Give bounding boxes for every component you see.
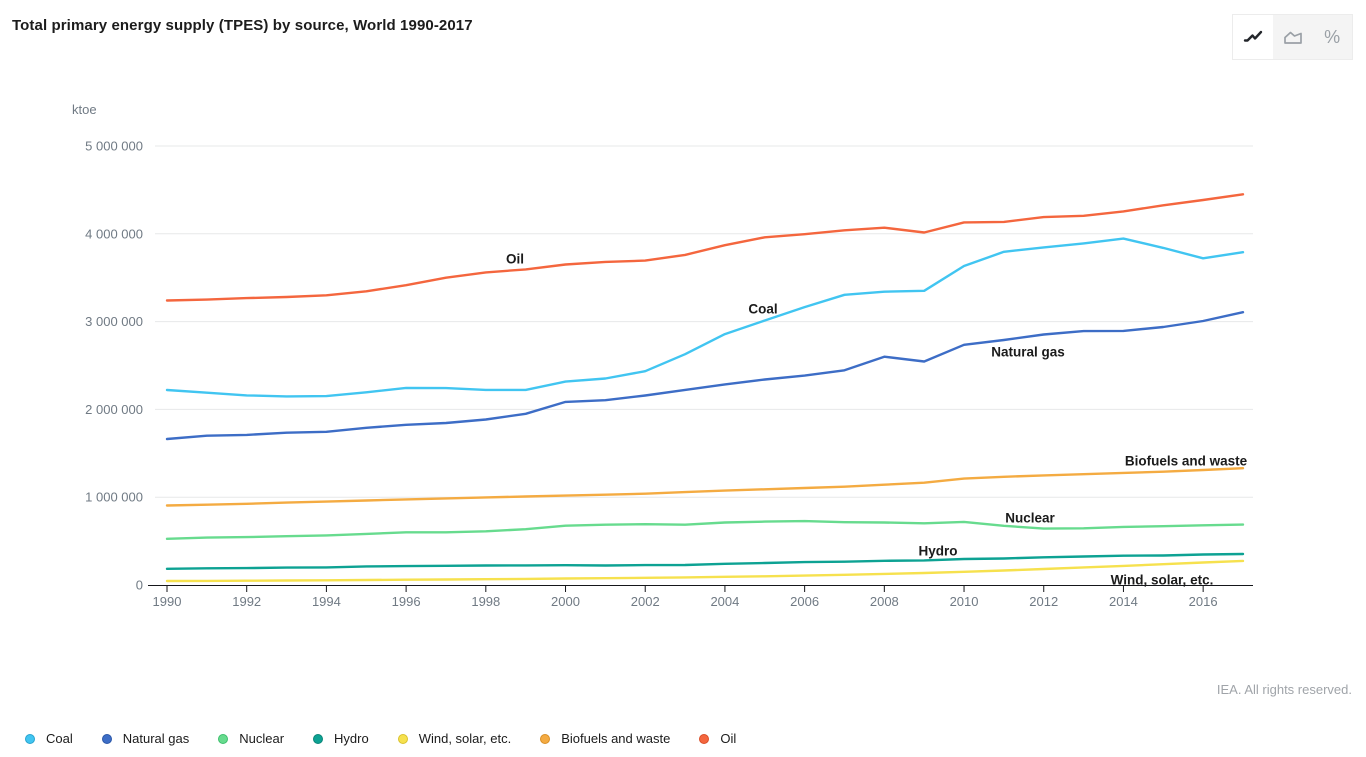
x-tick-label: 2002 [631,594,660,609]
legend-marker [397,733,408,744]
percent-button[interactable]: % [1312,15,1352,59]
page-title: Total primary energy supply (TPES) by so… [12,17,473,34]
legend-label: Wind, solar, etc. [418,731,512,746]
chart-legend: Coal Natural gas Nuclear Hydro Wind, solar, … [25,731,736,746]
copyright-text: IEA. All rights reserved. [1216,682,1352,697]
y-tick-label: 3 000 000 [85,314,143,329]
legend-marker [218,733,229,744]
line-chart-icon [1243,30,1263,42]
legend-item-biofuels-and-waste[interactable]: Biofuels and waste [540,731,670,746]
series-line-hydro [165,552,1245,570]
x-tick-label: 2004 [710,594,739,609]
line-chart-button[interactable] [1233,15,1273,59]
y-axis-unit-label: ktoe [72,102,97,117]
series-annotation: Nuclear [1005,511,1055,526]
x-tick-label: 1996 [392,594,421,609]
series-annotation: Coal [748,302,777,317]
x-tick-label: 2008 [870,594,899,609]
y-tick-label: 0 [136,578,143,593]
series-annotation: Biofuels and waste [1125,454,1248,469]
series-line-oil [165,193,1245,302]
y-tick-label: 1 000 000 [85,490,143,505]
legend-marker [101,733,112,744]
series-line-coal [165,237,1245,398]
x-tick-label: 1994 [312,594,341,609]
series-annotation: Wind, solar, etc. [1111,573,1214,588]
legend-item-wind-solar-etc[interactable]: Wind, solar, etc. [397,731,512,746]
y-tick-label: 5 000 000 [85,139,143,154]
x-tick-label: 2016 [1189,594,1218,609]
legend-label: Nuclear [239,731,285,746]
series-line-natural-gas [165,311,1245,441]
legend-label: Biofuels and waste [561,731,671,746]
legend-label: Hydro [334,731,369,746]
legend-label: Coal [46,731,73,746]
series-annotation: Oil [506,252,524,267]
x-tick-label: 1990 [153,594,182,609]
y-tick-label: 2 000 000 [85,402,143,417]
series-line-wind-solar-etc [165,559,1245,583]
x-tick-label: 2010 [950,594,979,609]
x-tick-label: 1998 [471,594,500,609]
x-tick-label: 2012 [1029,594,1058,609]
series-annotation: Natural gas [991,345,1065,360]
legend-item-oil[interactable]: Oil [699,731,736,746]
x-tick-label: 2006 [790,594,819,609]
chart-type-toolbar: % [1232,14,1353,60]
legend-marker [313,733,324,744]
legend-marker [540,733,551,744]
legend-marker [25,733,35,744]
series-line-nuclear [165,519,1245,540]
area-chart-icon [1283,31,1302,44]
legend-label: Oil [720,731,737,746]
legend-item-coal[interactable]: Coal [25,731,73,746]
series-line-biofuels-and-waste [165,467,1245,507]
legend-item-hydro[interactable]: Hydro [313,731,369,746]
legend-marker [699,733,710,744]
legend-label: Natural gas [122,731,190,746]
y-tick-label: 4 000 000 [85,226,143,241]
x-tick-label: 2000 [551,594,580,609]
x-tick-label: 1992 [232,594,261,609]
series-annotation: Hydro [918,544,957,559]
x-tick-label: 2014 [1109,594,1138,609]
percent-icon: % [1324,26,1341,47]
area-chart-button[interactable] [1273,15,1313,59]
legend-item-nuclear[interactable]: Nuclear [218,731,284,746]
legend-item-natural-gas[interactable]: Natural gas [101,731,190,746]
